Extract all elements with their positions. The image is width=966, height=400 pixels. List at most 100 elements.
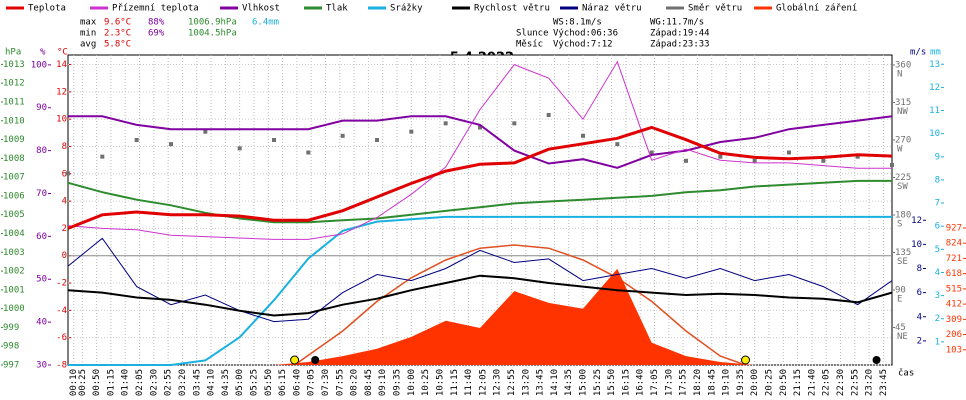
x-tick-label: 16:15 <box>621 369 631 396</box>
info-label: Měsíc <box>516 40 543 50</box>
legend-label: Tlak <box>326 4 348 14</box>
x-tick-label: 10:25 <box>421 369 431 396</box>
stat-value: 88% <box>148 18 165 28</box>
legend-label: Teplota <box>28 4 66 14</box>
x-tick-label: 01:15 <box>106 369 116 396</box>
x-tick-label: 02:05 <box>135 369 145 396</box>
legend-label: Náraz větru <box>582 4 642 14</box>
y-tick-label: 1007 <box>3 173 25 183</box>
x-tick-label: 17:05 <box>650 369 660 396</box>
info-value: Východ:7:12 <box>553 40 613 50</box>
y-tick-label: 1006 <box>3 191 25 201</box>
y-tick-label: 270 <box>895 136 911 146</box>
y-tick-label: 1011 <box>3 97 25 107</box>
y-tick-label: 90 <box>895 286 906 296</box>
compass-label: SW <box>897 182 908 192</box>
x-tick-label: 08:45 <box>364 369 374 396</box>
x-tick-label: 20:00 <box>750 369 760 396</box>
x-tick-label: 07:30 <box>321 369 331 396</box>
y-tick-label: 40 <box>36 318 47 328</box>
series-line <box>68 215 892 366</box>
x-tick-label: 02:30 <box>149 369 159 396</box>
direction-point <box>649 150 654 155</box>
x-tick-label: 18:45 <box>707 369 717 396</box>
direction-point <box>134 138 139 142</box>
x-tick-label: 03:20 <box>178 369 188 396</box>
y-tick-label: 5 <box>935 245 940 255</box>
x-tick-label: 06:15 <box>278 369 288 396</box>
compass-label: S <box>897 220 902 230</box>
sun-marker <box>290 355 300 365</box>
axis-unit: hPa <box>5 48 21 58</box>
series-line <box>67 237 893 323</box>
x-tick-label: 18:20 <box>693 369 703 396</box>
x-tick-label: 21:15 <box>793 369 803 396</box>
series-line <box>68 115 893 169</box>
y-tick-label: 30 <box>36 361 47 371</box>
axis-unit: mm <box>930 48 941 58</box>
y-tick-label: 999 <box>3 323 19 333</box>
series-line <box>67 125 893 230</box>
x-tick-label: 05:50 <box>264 369 274 396</box>
x-tick-label: 14:35 <box>564 369 574 396</box>
y-tick-label: 360 <box>895 61 911 71</box>
y-tick-label: 45 <box>895 323 906 333</box>
y-tick-label: 1013 <box>3 60 25 70</box>
direction-point <box>615 142 620 147</box>
series-line <box>67 179 892 224</box>
series-line <box>67 274 893 317</box>
compass-label: NE <box>897 332 908 342</box>
y-tick-label: 9 <box>935 152 940 162</box>
y-tick-label: 206 <box>946 330 962 340</box>
legend-label: Přízemní teplota <box>112 4 199 14</box>
x-tick-label: 05:00 <box>235 369 245 396</box>
y-tick-label: 0 <box>62 251 67 261</box>
y-tick-label: 100 <box>31 60 47 70</box>
x-tick-label: 00:50 <box>92 369 102 396</box>
x-tick-label: 16:40 <box>636 369 646 396</box>
axis-unit: % <box>40 48 46 58</box>
y-tick-label: -4 <box>56 306 67 316</box>
moon-marker <box>311 356 320 364</box>
y-tick-label: 3 <box>935 291 940 301</box>
y-tick-label: 8 <box>62 142 67 152</box>
compass-label: SE <box>897 257 908 267</box>
y-tick-label: -8 <box>56 361 67 371</box>
x-tick-label: 01:40 <box>121 369 131 396</box>
y-tick-label: 7 <box>935 199 940 209</box>
y-tick-label: 1003 <box>3 248 25 258</box>
x-tick-label: 23:20 <box>865 369 875 396</box>
direction-point <box>718 154 723 159</box>
y-tick-label: 6 <box>917 288 922 298</box>
y-tick-label: 1012 <box>3 79 25 89</box>
compass-label: N <box>897 70 902 80</box>
y-tick-label: 618 <box>946 269 962 279</box>
y-tick-label: 1008 <box>3 154 25 164</box>
direction-point <box>169 142 173 147</box>
x-tick-label: 13:20 <box>521 369 531 396</box>
y-tick-label: 4 <box>62 197 67 207</box>
direction-point <box>478 125 482 130</box>
y-tick-label: 10 <box>56 115 67 125</box>
direction-point <box>409 129 414 134</box>
legend-label: Směr větru <box>688 4 742 14</box>
solar-area <box>68 268 892 365</box>
x-tick-label: 11:40 <box>464 369 474 396</box>
x-tick-label: 17:30 <box>664 369 674 396</box>
y-tick-label: 10 <box>911 240 922 250</box>
x-tick-label: 22:30 <box>836 369 846 396</box>
x-tick-label: 10:00 <box>407 369 417 396</box>
y-tick-label: 6 <box>62 169 67 179</box>
info-label: Slunce <box>516 29 549 39</box>
x-tick-label: 07:55 <box>335 369 345 396</box>
y-tick-label: 1010 <box>3 116 25 126</box>
x-tick-label: 12:30 <box>493 369 503 396</box>
y-tick-label: 50 <box>36 275 47 285</box>
y-tick-label: 1001 <box>3 285 25 295</box>
y-tick-label: 4 <box>935 268 940 278</box>
y-tick-label: 1002 <box>3 267 25 277</box>
info-value: WS:8.1m/s <box>553 18 602 28</box>
info-value: Západ:23:33 <box>650 40 710 50</box>
sun-marker <box>741 355 751 365</box>
